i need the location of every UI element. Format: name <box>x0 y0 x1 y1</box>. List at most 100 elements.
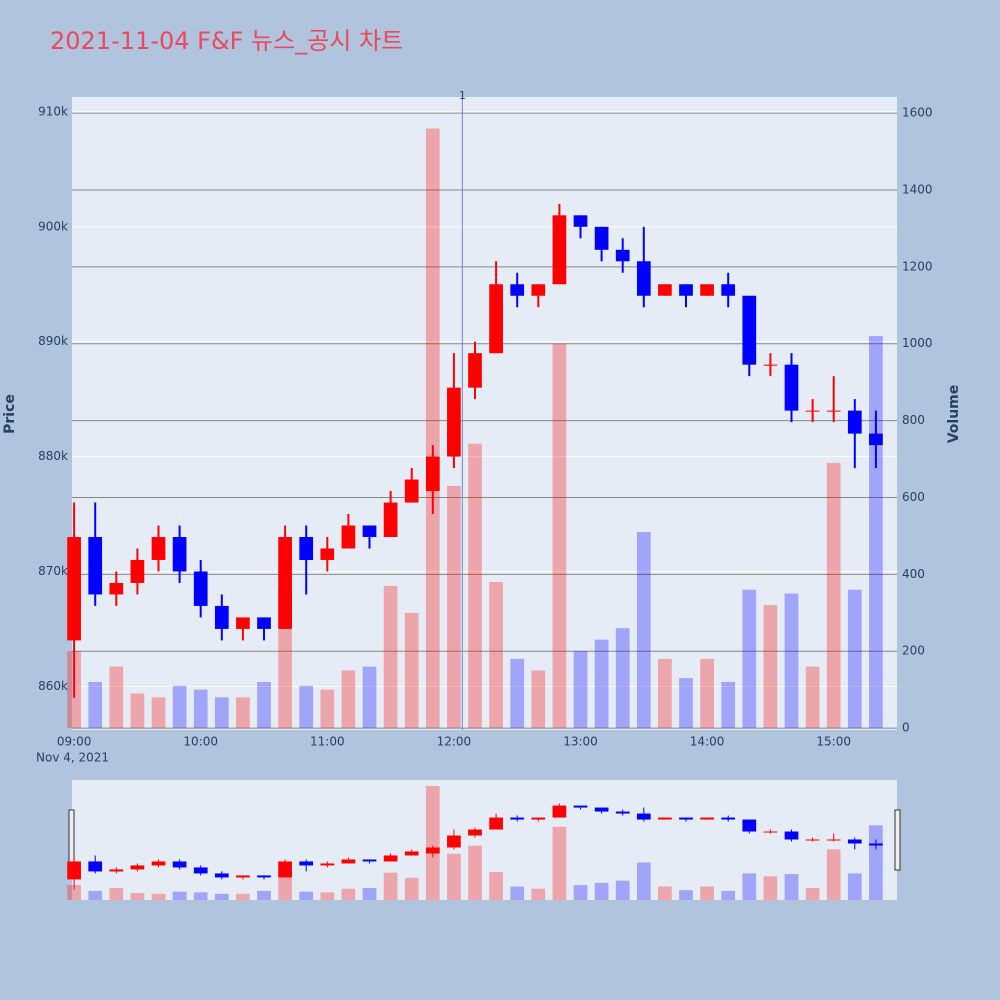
slider-candle-body <box>404 851 419 856</box>
candle-body <box>236 617 250 629</box>
slider-candle-body <box>299 861 314 866</box>
y2-tick-label: 800 <box>902 413 925 427</box>
y2-tick-label: 1400 <box>902 183 933 197</box>
slider-volume-bar <box>573 885 588 900</box>
volume-bar <box>214 697 229 728</box>
candle-body <box>531 284 546 296</box>
candle-body <box>468 353 482 388</box>
slider-candle-body <box>130 865 145 870</box>
candle-body <box>679 284 693 296</box>
slider-volume-bar <box>341 888 356 900</box>
chart-title: 2021-11-04 F&F 뉴스_공시 차트 <box>50 27 403 55</box>
slider-volume-bar <box>109 887 124 900</box>
y-tick-label: 890k <box>38 334 68 348</box>
candle-body <box>805 410 820 412</box>
candle-body <box>847 410 862 434</box>
candle-body <box>130 559 145 583</box>
volume-bar <box>404 612 419 728</box>
slider-volume-bar <box>383 872 398 900</box>
volume-bar <box>531 670 546 728</box>
slider-volume-bar <box>278 873 292 900</box>
y2-tick-label: 400 <box>902 567 925 581</box>
candle-body <box>615 249 630 262</box>
slider-volume-bar <box>151 893 166 900</box>
volume-bar <box>236 697 250 728</box>
slider-candle-body <box>447 835 461 848</box>
volume-bar <box>362 666 377 728</box>
slider-candle-body <box>573 805 588 808</box>
slider-volume-bar <box>88 890 103 900</box>
slider-volume-bar <box>615 880 630 900</box>
volume-bar <box>193 689 208 728</box>
slider-volume-bar <box>447 853 461 900</box>
annotation-text: 1 <box>459 89 466 102</box>
y2-tick-label: 200 <box>902 644 925 658</box>
candle-body <box>636 261 651 296</box>
y-tick-label: 870k <box>38 564 68 578</box>
volume-bar <box>151 697 166 728</box>
slider-volume-bar <box>510 886 525 900</box>
volume-bar <box>447 485 461 728</box>
slider-candle-body <box>88 861 103 872</box>
slider-candle-body <box>172 861 187 868</box>
slider-volume-bar <box>700 886 714 900</box>
slider-candle-body <box>425 847 440 854</box>
slider-volume-bar <box>594 882 609 900</box>
slider-volume-bar <box>552 826 567 900</box>
volume-bar <box>383 585 398 728</box>
slider-candle-body <box>531 817 546 820</box>
volume-bar <box>700 658 714 728</box>
slider-candle-body <box>257 875 271 878</box>
x-tick-label: 13:00 <box>563 735 598 749</box>
slider-candle-body <box>805 839 820 841</box>
x-tick-label: 09:00 <box>57 735 92 749</box>
volume-bar <box>489 582 503 728</box>
range-slider[interactable] <box>72 780 897 900</box>
slider-volume-bar <box>130 893 145 900</box>
candle-body <box>299 536 314 560</box>
slider-volume-bar <box>721 890 736 900</box>
slider-candle-body <box>193 867 208 874</box>
volume-bar <box>658 658 672 728</box>
candle-body <box>320 548 335 560</box>
y-axis-title: Price <box>2 394 18 434</box>
slider-volume-bar <box>784 874 799 900</box>
volume-bar <box>130 693 145 728</box>
y-tick-label: 900k <box>38 219 68 233</box>
volume-bar <box>172 685 187 728</box>
slider-candle-body <box>869 843 883 846</box>
slider-volume-bar <box>826 849 841 900</box>
slider-volume-bar <box>67 885 81 900</box>
slider-candle-body <box>236 875 250 878</box>
slider-volume-bar <box>193 892 208 900</box>
volume-bar <box>847 589 862 728</box>
candle-body <box>88 536 103 595</box>
slider-candle-body <box>341 859 356 864</box>
slider-volume-bar <box>531 888 546 900</box>
volume-bar <box>341 670 356 728</box>
volume-bar <box>742 589 757 728</box>
y-tick-label: 880k <box>38 449 68 463</box>
volume-bar <box>594 639 609 728</box>
volume-bar <box>109 666 124 728</box>
slider-candle-body <box>742 819 757 832</box>
volume-bar <box>869 336 883 728</box>
candle-body <box>552 215 567 285</box>
candle-body <box>869 433 883 446</box>
candle-body <box>784 364 799 411</box>
slider-volume-bar <box>763 876 778 900</box>
candle-body <box>700 284 714 296</box>
volume-bar <box>615 628 630 728</box>
slider-handle[interactable] <box>68 809 75 871</box>
candle-body <box>383 502 398 537</box>
slider-volume-bar <box>299 891 314 900</box>
slider-handle[interactable] <box>894 809 901 871</box>
volume-bar <box>510 658 525 728</box>
candle-body <box>362 525 377 537</box>
x-date-label: Nov 4, 2021 <box>36 751 109 765</box>
candle-body <box>573 215 588 227</box>
candle-body <box>510 284 525 296</box>
volume-bar <box>784 593 799 728</box>
x-tick-label: 10:00 <box>183 735 218 749</box>
